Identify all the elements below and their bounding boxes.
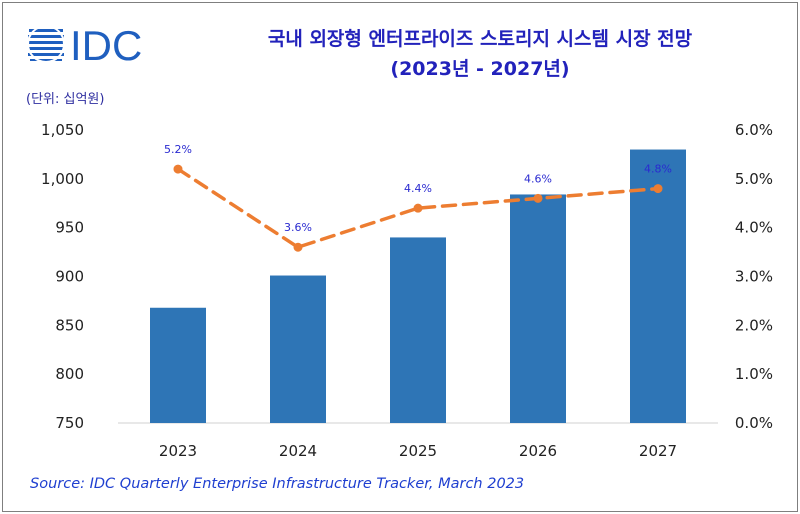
y-tick-label: 850 [55, 316, 84, 334]
y-tick-label: 750 [55, 414, 84, 432]
chart-title-line1: 국내 외장형 엔터프라이즈 스토리지 시스템 시장 전망 [267, 28, 693, 50]
growth-rate-point [173, 164, 183, 174]
growth-rate-label: 4.4% [404, 182, 432, 195]
growth-rate-point [413, 203, 423, 213]
y2-tick-label: 0.0% [735, 414, 773, 432]
growth-rate-line [176, 167, 660, 250]
x-tick-label: 2026 [519, 442, 557, 460]
x-tick-label: 2027 [639, 442, 677, 460]
y2-tick-label: 6.0% [735, 121, 773, 139]
bar [510, 194, 566, 423]
x-tick-label: 2023 [159, 442, 197, 460]
bar [270, 275, 326, 423]
growth-rate-label: 5.2% [164, 143, 192, 156]
y-tick-label: 950 [55, 219, 84, 237]
source-note: Source: IDC Quarterly Enterprise Infrast… [30, 476, 525, 492]
y2-tick-label: 2.0% [735, 316, 773, 334]
bar [390, 237, 446, 423]
y2-tick-label: 4.0% [735, 219, 773, 237]
x-tick-label: 2024 [279, 442, 317, 460]
chart-title-line2: (2023년 - 2027년) [390, 58, 570, 80]
growth-rate-label: 4.8% [644, 163, 672, 176]
chart-title: 국내 외장형 엔터프라이즈 스토리지 시스템 시장 전망 (2023년 - 20… [180, 24, 780, 84]
idc-logo-text: IDC [70, 22, 142, 66]
growth-rate-label: 3.6% [284, 221, 312, 234]
growth-rate-point [293, 242, 303, 252]
y-tick-label: 1,050 [41, 121, 84, 139]
unit-label: (단위: 십억원) [26, 92, 105, 107]
x-tick-label: 2025 [399, 442, 437, 460]
y-tick-label: 1,000 [41, 170, 84, 188]
y-tick-label: 900 [55, 268, 84, 286]
y2-tick-label: 3.0% [735, 268, 773, 286]
y-tick-label: 800 [55, 365, 84, 383]
y2-tick-label: 5.0% [735, 170, 773, 188]
y2-tick-label: 1.0% [735, 365, 773, 383]
globe-icon [27, 25, 65, 63]
bar [150, 307, 206, 423]
growth-rate-label: 4.6% [524, 172, 552, 185]
idc-logo: IDC [27, 22, 142, 66]
growth-rate-point [653, 184, 663, 194]
growth-rate-point [533, 193, 543, 203]
bar [630, 149, 686, 424]
